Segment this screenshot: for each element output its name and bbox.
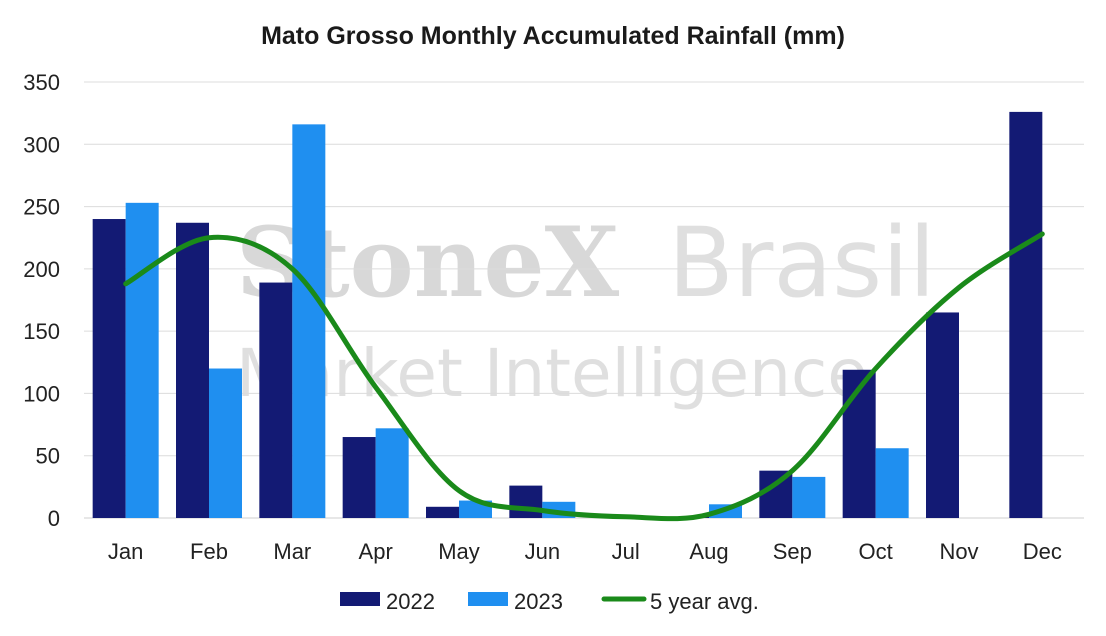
x-tick-label-nov: Nov: [939, 539, 978, 564]
bar-2023-apr: [375, 428, 409, 518]
legend-swatch-2023: [468, 592, 508, 606]
bar-2022-sep: [759, 470, 793, 518]
y-tick-label: 0: [48, 506, 60, 531]
chart-title: Mato Grosso Monthly Accumulated Rainfall…: [261, 22, 845, 50]
bar-2022-apr: [342, 437, 376, 518]
legend-label-2023: 2023: [514, 589, 563, 614]
y-tick-label: 150: [23, 319, 60, 344]
legend-label-five-year-average: 5 year avg.: [650, 589, 759, 614]
x-tick-label-jul: Jul: [612, 539, 640, 564]
x-tick-label-sep: Sep: [773, 539, 812, 564]
y-tick-label: 300: [23, 132, 60, 157]
gridlines: [84, 81, 1084, 519]
bar-2023-oct: [875, 448, 909, 518]
x-axis: Jan Feb Mar Apr May Jun Jul Aug Sep Oct Nov Dec: [108, 539, 1062, 564]
watermark-country: Brasil: [668, 207, 936, 319]
watermark-subtitle: Market Intelligence: [236, 335, 868, 412]
bar-2023-mar: [292, 124, 326, 519]
bar-2022-may: [426, 506, 459, 518]
five-year-average-path: [123, 231, 1045, 522]
bar-2023-jan: [125, 202, 159, 518]
legend: 2022 2023 5 year avg.: [340, 589, 759, 614]
bar-2022-jan: [92, 219, 126, 518]
five-year-average-line: [123, 231, 1045, 522]
bar-2022-mar: [259, 282, 293, 518]
y-tick-label: 250: [23, 195, 60, 220]
x-tick-label-jun: Jun: [525, 539, 560, 564]
x-tick-label-mar: Mar: [273, 539, 311, 564]
x-tick-label-feb: Feb: [190, 539, 228, 564]
bar-2022-dec: [1009, 111, 1043, 518]
x-tick-label-oct: Oct: [859, 539, 893, 564]
x-tick-label-jan: Jan: [108, 539, 143, 564]
bar-2023-sep: [792, 476, 826, 518]
y-tick-label: 100: [23, 381, 60, 406]
x-tick-label-may: May: [438, 539, 480, 564]
bar-2022-jun: [509, 485, 543, 518]
stonex-brasil-watermark: StoneX Brasil Market Intelligence: [236, 206, 936, 412]
x-tick-label-aug: Aug: [689, 539, 728, 564]
x-tick-label-dec: Dec: [1023, 539, 1062, 564]
y-tick-label: 50: [36, 444, 60, 469]
legend-swatch-2022: [340, 592, 380, 606]
legend-label-2022: 2022: [386, 589, 435, 614]
bar-2022-oct: [842, 369, 876, 518]
bar-2022-nov: [926, 312, 959, 518]
y-tick-label: 200: [23, 257, 60, 282]
x-tick-label-apr: Apr: [359, 539, 393, 564]
y-axis: 0 50 100 150 200 250 300 350: [23, 70, 60, 531]
bar-2022-feb: [176, 222, 209, 518]
bar-2023-feb: [209, 368, 242, 518]
y-tick-label: 350: [23, 70, 60, 95]
bars: [92, 111, 1043, 519]
